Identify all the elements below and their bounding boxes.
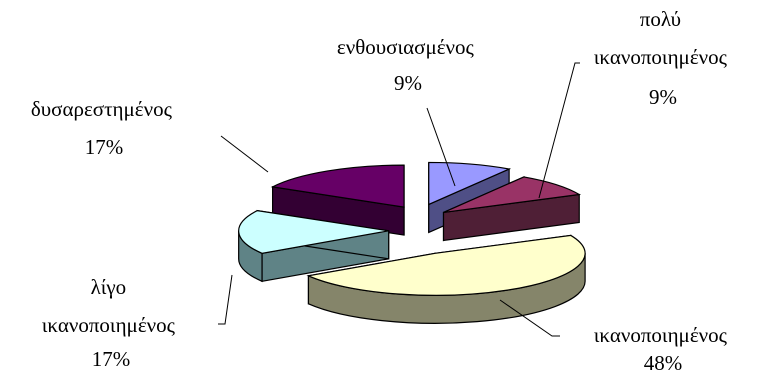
label-ligo-pct: 17% xyxy=(92,347,131,371)
label-enthousiasmenos: ενθουσιασμένος 9% xyxy=(337,35,479,95)
leader-line-ligo xyxy=(218,274,233,325)
label-ligo-line2: ικανοποιημένος xyxy=(42,313,176,337)
label-ikanopoiimenos-pct: 48% xyxy=(644,351,683,372)
label-enthousiasmenos-pct: 9% xyxy=(394,71,422,95)
label-ikanopoiimenos: ικανοποιημένος 48% xyxy=(594,323,732,372)
pie-slice-πολύ-ικανοποιημένος xyxy=(442,176,582,242)
pie-slice-λίγο-ικανοποιημένος xyxy=(238,209,390,283)
pie-slice-top xyxy=(270,164,405,208)
leader-line-poly xyxy=(538,62,580,199)
label-dysarestimenos-pct: 17% xyxy=(85,135,124,159)
pie-slice-ικανοποιημένος xyxy=(306,234,586,324)
label-poly-line2: ικανοποιημένος xyxy=(594,45,728,69)
pie-slice-top xyxy=(443,176,582,214)
leader-line-enthousiasmenos xyxy=(426,107,456,187)
leader-lines xyxy=(218,62,580,337)
pie-slices xyxy=(238,161,586,324)
label-ligo-line1: λίγο xyxy=(91,275,127,299)
pie-slice-top xyxy=(238,209,389,254)
label-ligo: λίγο ικανοποιημένος 17% xyxy=(42,275,180,371)
label-enthousiasmenos-name: ενθουσιασμένος xyxy=(337,35,475,59)
pie-slice-δυσαρεστημένος xyxy=(270,164,405,236)
label-poly-line1: πολύ xyxy=(640,7,681,31)
pie-slice-top xyxy=(306,234,586,296)
label-poly: πολύ ικανοποιημένος 9% xyxy=(594,7,732,109)
leader-line-dysarestimenos xyxy=(220,135,269,173)
pie-slice-top xyxy=(428,161,512,206)
label-poly-pct: 9% xyxy=(649,85,677,109)
label-dysarestimenos: δυσαρεστημένος 17% xyxy=(31,97,177,159)
label-dysarestimenos-name: δυσαρεστημένος xyxy=(31,97,173,121)
leader-line-ikanopoiimenos xyxy=(499,299,560,337)
label-ikanopoiimenos-name: ικανοποιημένος xyxy=(594,323,728,347)
